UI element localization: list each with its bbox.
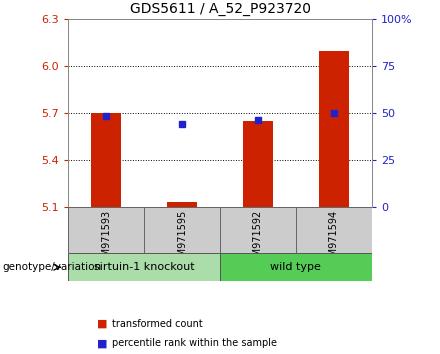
- Bar: [68, 253, 220, 281]
- Bar: [220, 207, 296, 253]
- Bar: [220, 253, 372, 281]
- Text: ■: ■: [97, 319, 107, 329]
- Bar: [319, 51, 349, 207]
- Text: sirtuin-1 knockout: sirtuin-1 knockout: [94, 262, 194, 272]
- Bar: [296, 207, 372, 253]
- Bar: [91, 113, 121, 207]
- Text: ■: ■: [97, 338, 107, 348]
- Text: GSM971594: GSM971594: [329, 210, 339, 269]
- Text: percentile rank within the sample: percentile rank within the sample: [112, 338, 277, 348]
- Text: wild type: wild type: [271, 262, 321, 272]
- Text: GSM971595: GSM971595: [177, 210, 187, 269]
- Text: transformed count: transformed count: [112, 319, 203, 329]
- Text: GSM971592: GSM971592: [253, 210, 263, 269]
- Text: GSM971593: GSM971593: [101, 210, 111, 269]
- Bar: [243, 121, 273, 207]
- Bar: [144, 207, 220, 253]
- Bar: [167, 202, 197, 207]
- Text: genotype/variation: genotype/variation: [2, 262, 101, 272]
- Title: GDS5611 / A_52_P923720: GDS5611 / A_52_P923720: [129, 2, 311, 16]
- Bar: [68, 207, 144, 253]
